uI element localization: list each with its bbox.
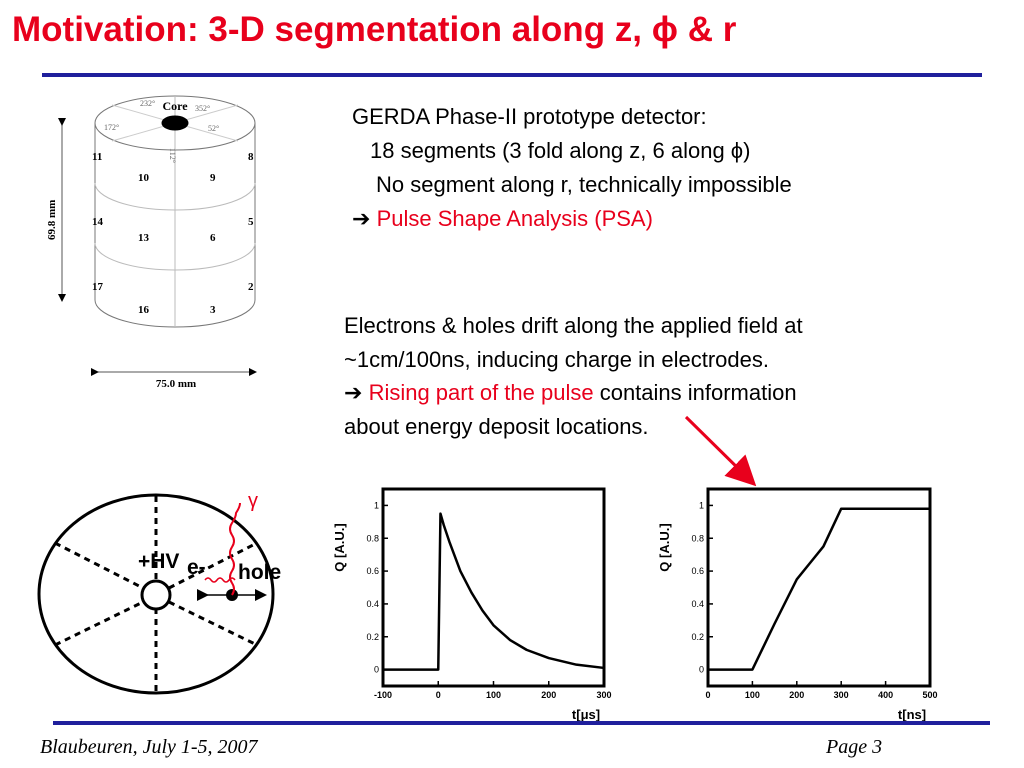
y-tick-label: 0.6 bbox=[691, 566, 704, 576]
footer-divider bbox=[53, 721, 990, 725]
segment-label: 10 bbox=[138, 172, 150, 184]
angle-label: 172° bbox=[104, 123, 119, 132]
gerda-line-1: GERDA Phase-II prototype detector: bbox=[352, 104, 707, 129]
chart-right: 0 0.2 0.4 0.6 0.8 1 0 100 200 300 400 500 Q [A.U.] t[… bbox=[657, 487, 938, 722]
y-axis-label: Q [A.U.] bbox=[332, 523, 347, 571]
y-axis-label: Q [A.U.] bbox=[657, 523, 672, 571]
x-tick-label: 100 bbox=[745, 690, 760, 700]
y-tick-label: 0.8 bbox=[366, 533, 379, 543]
angle-label: 232° bbox=[140, 99, 155, 108]
segment-label: 17 bbox=[92, 281, 104, 293]
segment-label: 3 bbox=[210, 304, 216, 316]
x-tick-label: 100 bbox=[486, 690, 501, 700]
footer-page: Page 3 bbox=[826, 736, 883, 758]
y-tick-label: 0.6 bbox=[366, 566, 379, 576]
core-label: Core bbox=[162, 99, 188, 113]
gerda-line-2: 18 segments (3 fold along z, 6 along ϕ) bbox=[370, 138, 751, 163]
plot-frame bbox=[706, 487, 932, 688]
x-axis-label: t[ns] bbox=[898, 707, 926, 722]
slide-title: Motivation: 3-D segmentation along z, ϕ … bbox=[12, 10, 737, 49]
core-hole bbox=[161, 115, 189, 131]
cross-section bbox=[37, 493, 275, 695]
y-tick-label: 1 bbox=[374, 500, 379, 510]
gerda-description: GERDA Phase-II prototype detector: 18 se… bbox=[352, 100, 792, 236]
drift-line-1: Electrons & holes drift along the applie… bbox=[344, 313, 803, 338]
arrow-icon: ➔ bbox=[344, 380, 363, 405]
height-label: 69.8 mm bbox=[46, 200, 58, 240]
segment-label: 14 bbox=[92, 216, 104, 228]
series-line bbox=[383, 512, 605, 671]
segment-label: 9 bbox=[210, 172, 216, 184]
angle-label: 112° bbox=[168, 148, 177, 163]
segment-label: 16 bbox=[138, 304, 150, 316]
segment-label: 11 bbox=[92, 151, 102, 163]
x-tick-label: 300 bbox=[834, 690, 849, 700]
angle-label: 352° bbox=[195, 104, 210, 113]
drift-description: Electrons & holes drift along the applie… bbox=[344, 309, 803, 443]
segment-label: 5 bbox=[248, 216, 254, 228]
pointer-arrow bbox=[684, 415, 757, 487]
gerda-line-4: ➔ Pulse Shape Analysis (PSA) bbox=[352, 202, 792, 236]
rising-pulse-label: Rising part of the pulse bbox=[368, 380, 594, 405]
psa-label: Pulse Shape Analysis (PSA) bbox=[376, 206, 653, 231]
drift-line-3: ➔ Rising part of the pulse contains info… bbox=[344, 376, 803, 410]
detector-drawing bbox=[58, 95, 257, 376]
y-tick-label: 0.4 bbox=[366, 599, 379, 609]
chart-left: 0 0.2 0.4 0.6 0.8 1 -100 0 100 200 300 Q [A.U.] t[μs… bbox=[332, 487, 612, 722]
x-tick-label: 0 bbox=[436, 690, 441, 700]
x-tick-label: 200 bbox=[789, 690, 804, 700]
segment-label: 8 bbox=[248, 151, 254, 163]
y-tick-label: 0.2 bbox=[691, 632, 704, 642]
gerda-line-3: No segment along r, technically impossib… bbox=[376, 172, 792, 197]
y-tick-label: 0.2 bbox=[366, 632, 379, 642]
series-line bbox=[708, 507, 930, 671]
y-tick-label: 0.8 bbox=[691, 533, 704, 543]
title-divider bbox=[42, 73, 982, 77]
width-label: 75.0 mm bbox=[156, 378, 196, 390]
plot-frame bbox=[381, 487, 606, 688]
segment-label: 6 bbox=[210, 232, 216, 244]
x-axis-label: t[μs] bbox=[572, 707, 600, 722]
cross-section-labels: +HV e- hole γ bbox=[138, 490, 281, 584]
y-tick-label: 1 bbox=[699, 500, 704, 510]
angle-label: 52° bbox=[208, 124, 219, 133]
core-electrode bbox=[140, 579, 172, 611]
x-tick-label: 300 bbox=[596, 690, 611, 700]
x-tick-label: -100 bbox=[374, 690, 392, 700]
y-tick-label: 0 bbox=[374, 665, 379, 675]
hole-label: hole bbox=[238, 561, 281, 584]
y-tick-label: 0 bbox=[699, 665, 704, 675]
hv-label: +HV bbox=[138, 550, 179, 573]
segment-label: 13 bbox=[138, 232, 150, 244]
x-tick-label: 400 bbox=[878, 690, 893, 700]
electron-label: e- bbox=[187, 556, 206, 579]
segment-label: 2 bbox=[248, 281, 254, 293]
x-tick-label: 200 bbox=[541, 690, 556, 700]
y-tick-label: 0.4 bbox=[691, 599, 704, 609]
detector-labels: Core 232° 352° 172° 52° 112° 11 14 17 8 … bbox=[46, 99, 254, 390]
footer-date: Blaubeuren, July 1-5, 2007 bbox=[40, 736, 258, 758]
drift-line-3-rest: contains information bbox=[593, 380, 797, 405]
drift-line-4: about energy deposit locations. bbox=[344, 413, 649, 439]
gamma-label: γ bbox=[248, 490, 258, 512]
x-tick-label: 0 bbox=[705, 690, 710, 700]
arrow-icon: ➔ bbox=[352, 206, 371, 231]
x-tick-label: 500 bbox=[922, 690, 937, 700]
drift-line-2: ~1cm/100ns, inducing charge in electrode… bbox=[344, 346, 769, 372]
